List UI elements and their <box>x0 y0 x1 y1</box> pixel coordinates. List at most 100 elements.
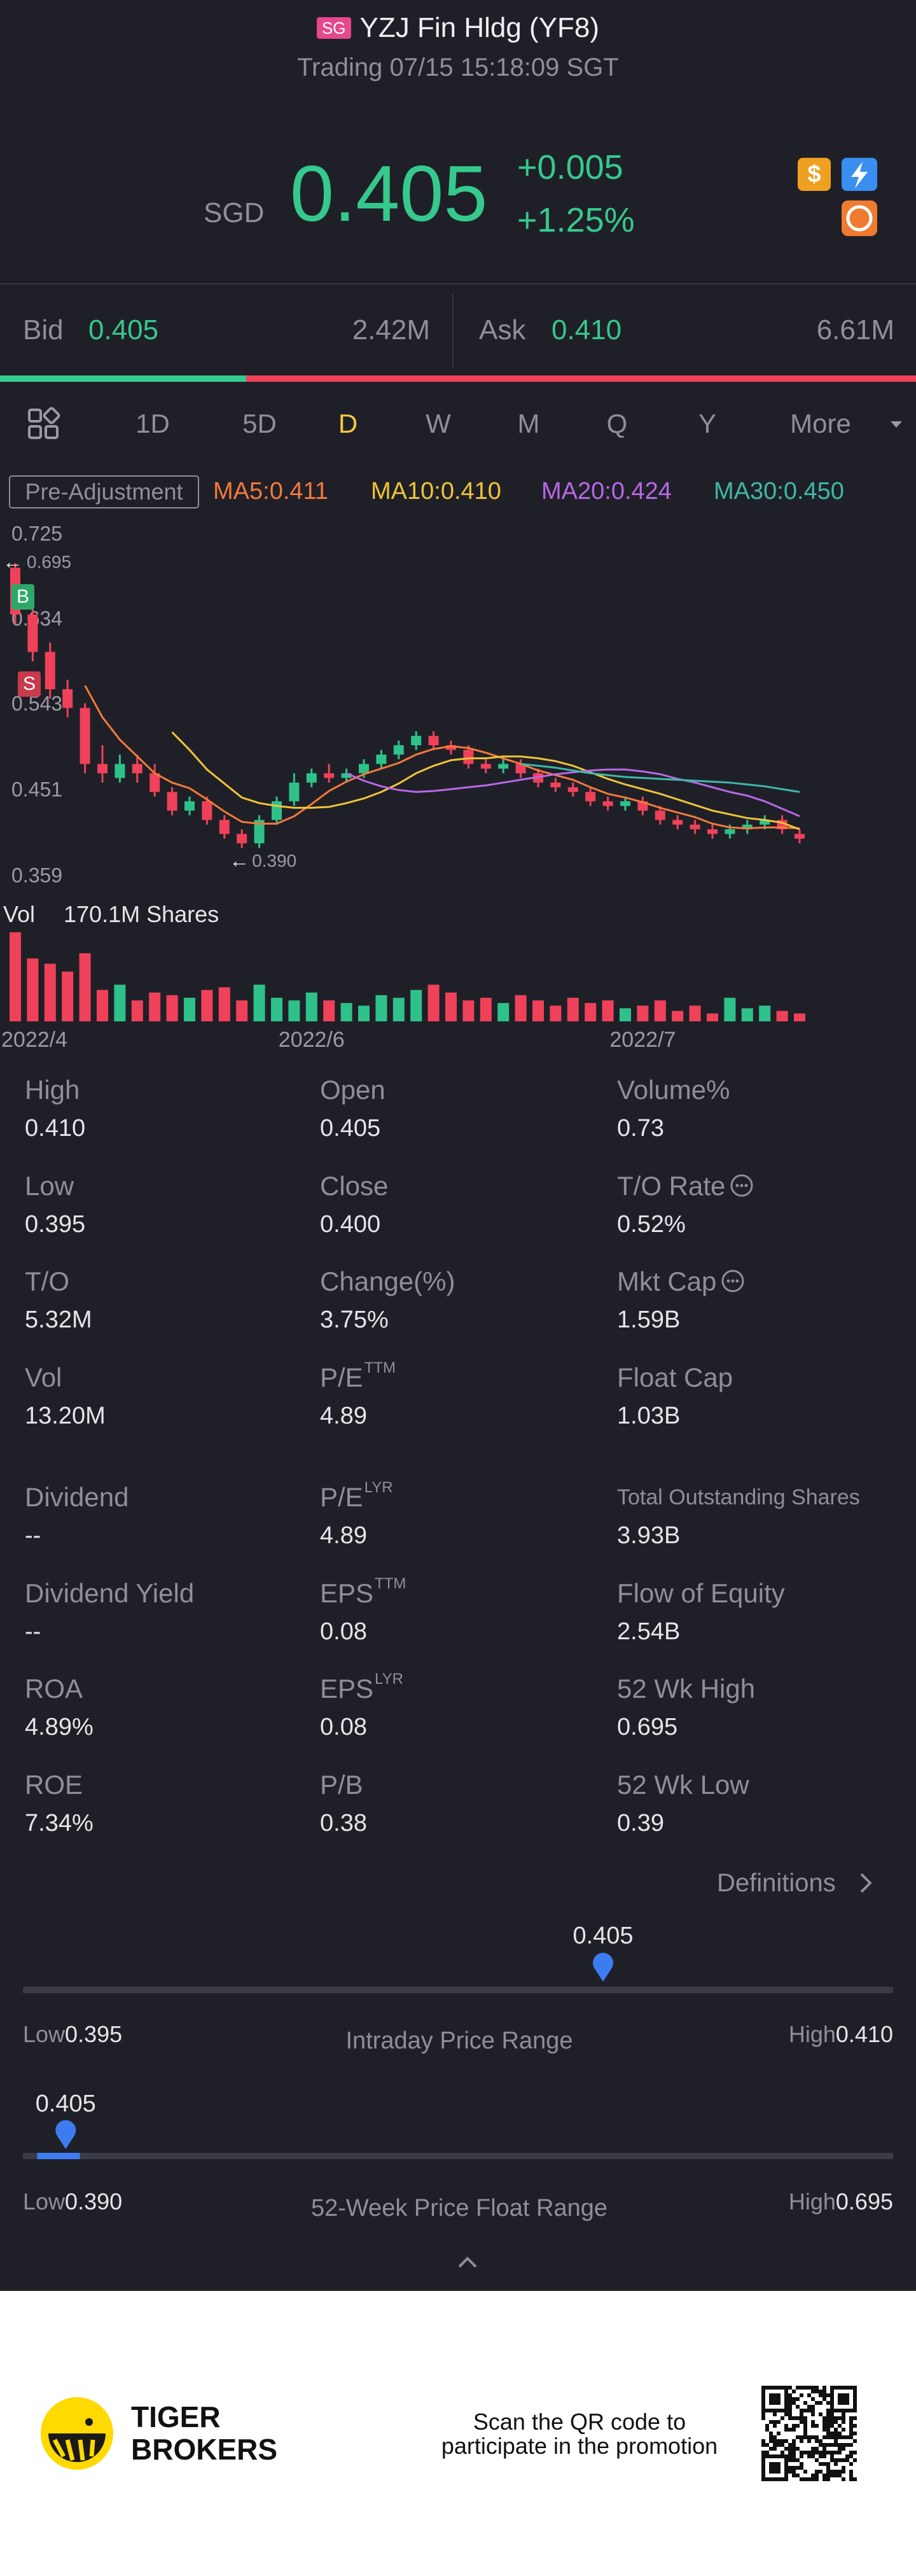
candle-body <box>498 764 509 769</box>
stat-label-row: Close <box>320 1172 388 1200</box>
stat-value: 0.405 <box>320 1115 381 1142</box>
stat-label-row: Low <box>25 1170 74 1201</box>
x-tick-label: 2022/4 <box>1 1028 67 1052</box>
volume-bar <box>236 1000 248 1021</box>
stat-label: Dividend Yield <box>25 1578 195 1608</box>
candle-body <box>132 764 142 774</box>
range-high: High 0.695 <box>789 2190 893 2213</box>
tab[interactable]: M <box>517 409 540 438</box>
candle-body <box>480 764 491 769</box>
range-title: 52-Week Price Float Range <box>310 2195 608 2222</box>
stat-label: T/O <box>25 1266 69 1296</box>
adjustment[interactable]: Pre-Adjustment <box>25 479 183 505</box>
candle-body <box>114 764 125 778</box>
stat-value: 0.400 <box>320 1210 381 1238</box>
range-pin <box>593 1952 613 1982</box>
ask: 0.410 <box>552 314 622 346</box>
info-icon[interactable] <box>729 1173 754 1198</box>
volume-bar <box>97 990 108 1021</box>
stat-label: 52 Wk High <box>617 1674 756 1704</box>
tab[interactable]: More <box>790 409 851 438</box>
stat-label: Low <box>25 1170 74 1201</box>
volume-bar <box>375 995 387 1021</box>
volume-bar <box>62 971 74 1021</box>
arrow: ← <box>3 550 23 573</box>
stat-label-row: T/O Rate <box>617 1170 754 1201</box>
adjustment-box[interactable] <box>9 475 199 508</box>
tab[interactable]: 1D <box>135 409 170 438</box>
stat-value: 13.20M <box>25 1402 106 1429</box>
stat-label-row: High <box>25 1077 80 1103</box>
stat-value: 0.73 <box>617 1115 664 1142</box>
stat-value: 1.59B <box>617 1306 681 1333</box>
volume-bar <box>480 997 492 1021</box>
bid-bar <box>0 375 246 382</box>
stat-label: P/B <box>320 1769 363 1800</box>
range-low-label: Low <box>23 2188 66 2215</box>
stat-label: T/O Rate <box>617 1170 726 1201</box>
layout-icon[interactable] <box>28 407 60 439</box>
more-caret <box>891 421 902 428</box>
info-icon-graphic <box>730 1174 753 1196</box>
trade-mark-label: B <box>17 586 29 607</box>
stat-label-row: Vol <box>25 1364 62 1391</box>
volume-bar <box>218 987 230 1021</box>
stat-label: Open <box>320 1075 385 1105</box>
stat-label-sup: TTM <box>364 1359 396 1376</box>
candle-body <box>149 773 160 792</box>
stat-value: 5.32M <box>25 1306 92 1333</box>
volume-bar <box>358 1005 370 1021</box>
stat-value: 4.89% <box>25 1714 94 1740</box>
stat-label: Volume% <box>617 1075 730 1105</box>
volume-bar <box>445 992 457 1021</box>
range-high-value: 0.410 <box>835 2021 893 2047</box>
range-pin <box>55 2120 76 2149</box>
promo-text: Scan the QR code to <box>473 2409 686 2435</box>
arrow: ← <box>229 849 249 872</box>
stat-value: 2.54B <box>617 1618 681 1645</box>
volume-bar <box>114 984 126 1021</box>
volume-bar <box>149 992 161 1021</box>
candle-body <box>463 750 474 764</box>
logo <box>85 2418 93 2426</box>
tab[interactable]: Y <box>698 409 716 438</box>
tab[interactable]: Q <box>606 409 628 438</box>
volume-bar <box>550 1005 562 1021</box>
volume-bar <box>271 997 282 1021</box>
stat-label: Float Cap <box>617 1362 733 1392</box>
volume-bar <box>201 990 213 1021</box>
candle-body <box>359 764 369 774</box>
range-high-value: 0.695 <box>835 2188 893 2215</box>
candle-body <box>97 764 108 774</box>
range-low-value: 0.390 <box>65 2188 123 2215</box>
candle-body <box>80 708 90 764</box>
tab[interactable]: 5D <box>242 409 277 438</box>
info-icon[interactable] <box>720 1268 746 1294</box>
range-high: High 0.410 <box>789 2023 893 2046</box>
range-title: Intraday Price Range <box>345 2027 573 2054</box>
stat-label: Flow of Equity <box>617 1578 785 1608</box>
tab[interactable]: D <box>338 409 358 438</box>
candle-body <box>219 820 230 834</box>
tab[interactable]: W <box>426 409 451 438</box>
definitions-link[interactable]: Definitions <box>717 1869 836 1897</box>
stat-value: 0.08 <box>320 1714 367 1740</box>
subtitle: Trading 07/15 15:18:09 SGT <box>297 53 619 81</box>
stat-label-row: EPS TTM <box>320 1576 406 1607</box>
price: 0.405 <box>290 150 488 238</box>
candle-body <box>446 745 456 750</box>
stat-value: 0.395 <box>25 1210 86 1238</box>
promo-text: participate in the promotion <box>441 2433 718 2459</box>
collapse-chevron[interactable] <box>458 2257 477 2268</box>
range-low-value: 0.395 <box>65 2021 123 2047</box>
candle-body <box>795 834 805 839</box>
volume-bar <box>602 1000 614 1021</box>
volume-bar <box>131 1000 143 1021</box>
trade-mark-label: S <box>23 673 36 694</box>
range-current: 0.405 <box>36 2090 96 2117</box>
range-current: 0.405 <box>572 1922 633 1949</box>
stat-label: P/E <box>320 1482 363 1512</box>
volume-bar <box>776 1011 788 1021</box>
candle-body <box>760 820 770 825</box>
